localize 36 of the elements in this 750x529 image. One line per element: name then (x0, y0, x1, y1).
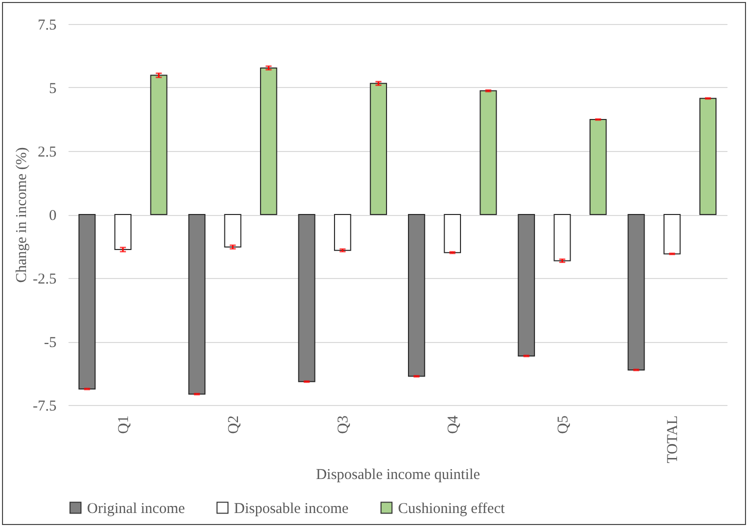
x-tick-label: Q2 (226, 416, 242, 434)
bar (114, 214, 132, 250)
bar (260, 67, 278, 215)
bar (444, 214, 461, 254)
x-tick-label: Q5 (555, 416, 572, 434)
bar (370, 82, 388, 215)
y-tick-label: -5 (44, 335, 56, 351)
bar (554, 214, 571, 262)
bar (408, 214, 426, 377)
bar (150, 74, 168, 215)
bar (628, 214, 645, 370)
x-tick-label: Q4 (445, 415, 462, 434)
bar (590, 119, 607, 215)
y-tick-label: 0 (49, 208, 56, 224)
bar (298, 214, 316, 382)
bar (518, 214, 535, 356)
y-tick-label: -7.5 (32, 398, 56, 414)
y-tick-label: 5 (49, 81, 56, 97)
bar (334, 214, 352, 251)
bar (664, 214, 681, 254)
bar (480, 90, 497, 215)
bar (78, 214, 96, 390)
y-axis-title: Change in income (%) (14, 147, 30, 283)
x-axis-title: Disposable income quintile (316, 467, 480, 484)
x-tick-label: Q3 (336, 416, 352, 434)
bar (188, 214, 206, 395)
legend-label: Cushioning effect (398, 500, 506, 517)
bar (699, 98, 717, 215)
legend-label: Original income (87, 500, 186, 517)
y-tick-label: 7.5 (38, 18, 56, 34)
y-tick-label: 2.5 (38, 144, 56, 160)
bar (224, 214, 242, 248)
legend-label: Disposable income (234, 500, 349, 517)
y-tick-label: -2.5 (32, 272, 56, 288)
x-tick-label: Q1 (116, 416, 132, 434)
x-tick-label: TOTAL (665, 416, 682, 464)
